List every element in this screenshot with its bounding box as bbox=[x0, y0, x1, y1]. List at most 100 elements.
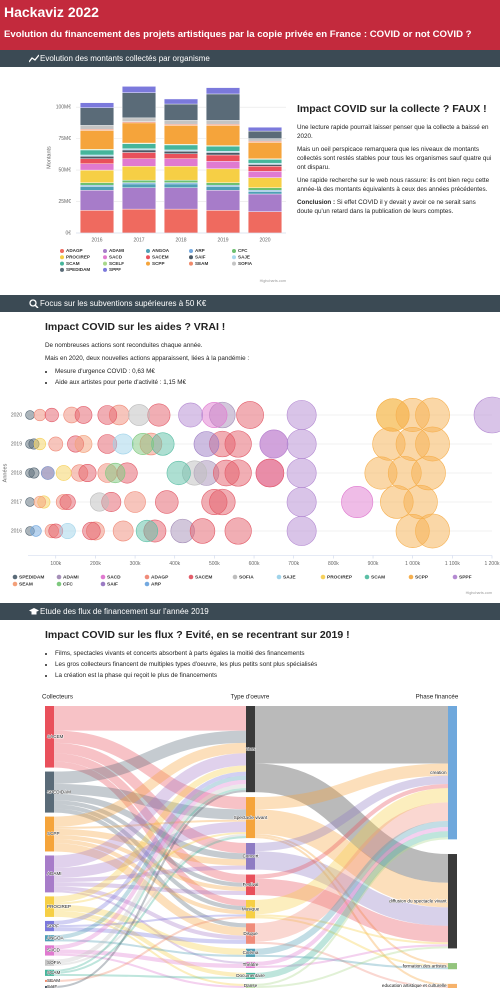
bar-segment bbox=[163, 183, 198, 188]
flow bbox=[254, 954, 449, 970]
flow bbox=[53, 821, 247, 879]
flow bbox=[254, 833, 449, 966]
y-tick-label: 2017 bbox=[11, 499, 22, 505]
cap-icon bbox=[29, 608, 39, 615]
bar-segment bbox=[121, 208, 156, 234]
legend-swatch bbox=[60, 267, 64, 272]
section-bar: Focus sur les subventions supérieures à … bbox=[0, 295, 500, 312]
bar-segment bbox=[121, 86, 156, 93]
bar-segment bbox=[79, 149, 114, 156]
flow bbox=[254, 783, 449, 879]
bar-segment bbox=[247, 171, 282, 178]
bar-segment bbox=[205, 161, 240, 170]
legend-label: PROCIREP bbox=[327, 574, 353, 580]
bubble bbox=[286, 429, 317, 459]
bubble bbox=[48, 436, 64, 452]
text-title: Impact COVID sur la collecte ? FAUX ! bbox=[297, 103, 487, 115]
legend-label: ADAGP bbox=[66, 248, 83, 253]
node bbox=[246, 842, 255, 870]
text-block: Impact COVID sur la collecte ? FAUX ! Un… bbox=[297, 102, 493, 220]
flow bbox=[53, 753, 247, 868]
legend-swatch bbox=[232, 574, 238, 580]
bar-segment bbox=[247, 211, 282, 234]
legend-swatch bbox=[232, 255, 236, 260]
legend-label: PROCIREP bbox=[66, 255, 90, 260]
flow bbox=[254, 763, 449, 810]
bubble bbox=[155, 490, 179, 514]
bar-segment bbox=[205, 125, 240, 146]
flow bbox=[254, 809, 449, 908]
node-label: formation des artistes bbox=[403, 963, 448, 968]
flow bbox=[254, 820, 449, 955]
node bbox=[246, 923, 255, 944]
bubble bbox=[112, 520, 134, 542]
legend-swatch bbox=[12, 574, 18, 580]
bubble bbox=[33, 437, 47, 451]
node-label: Tous bbox=[246, 746, 256, 751]
bar-segment bbox=[79, 186, 114, 191]
x-tick-label: 300k bbox=[130, 561, 141, 567]
bar-segment bbox=[121, 166, 156, 181]
text-title: Impact COVID sur les aides ? VRAI ! bbox=[45, 321, 226, 333]
flow bbox=[53, 765, 247, 903]
column-title: Phase financée bbox=[416, 694, 459, 701]
bubble bbox=[286, 487, 317, 517]
bubble bbox=[55, 465, 72, 481]
node bbox=[246, 899, 255, 919]
legend-label: SAJE bbox=[238, 255, 250, 260]
node-label: SCPP bbox=[47, 831, 60, 836]
x-tick-label: 500k bbox=[209, 561, 220, 567]
section-heading: Focus sur les subventions supérieures à … bbox=[40, 299, 207, 308]
node bbox=[246, 706, 255, 793]
flow bbox=[254, 941, 449, 988]
bubble bbox=[41, 466, 55, 480]
node bbox=[246, 797, 255, 839]
y-axis-label: Années bbox=[2, 463, 8, 482]
legend-swatch bbox=[452, 574, 458, 580]
legend-swatch bbox=[100, 581, 106, 587]
legend-swatch bbox=[276, 574, 282, 580]
bar-segment bbox=[163, 158, 198, 167]
bullet: La création est la phase qui reçoit le p… bbox=[55, 671, 485, 680]
node bbox=[246, 948, 255, 957]
legend-label: SPEDIDAM bbox=[66, 267, 90, 272]
bar-segment bbox=[79, 158, 114, 164]
legend-swatch bbox=[189, 261, 193, 266]
node bbox=[448, 983, 457, 988]
node-label: Musique bbox=[242, 906, 260, 911]
legend-label: SAIF bbox=[107, 581, 118, 587]
flow bbox=[53, 916, 247, 982]
bar-segment bbox=[121, 143, 156, 149]
flow bbox=[254, 916, 449, 968]
bar-segment bbox=[247, 193, 282, 212]
credit: Highcharts.com bbox=[260, 279, 286, 283]
node bbox=[45, 706, 54, 768]
x-tick-label: 400k bbox=[169, 561, 180, 567]
flow bbox=[53, 886, 247, 940]
flow bbox=[53, 927, 247, 944]
node-label: PROCIREP bbox=[47, 904, 71, 909]
bubble bbox=[151, 432, 175, 456]
bubble bbox=[74, 435, 93, 453]
legend-label: ARP bbox=[151, 581, 162, 587]
y-tick-label: 75M€ bbox=[58, 136, 71, 142]
flow bbox=[53, 828, 247, 866]
flow bbox=[53, 742, 247, 827]
text-title: Impact COVID sur les flux ? Evité, en se… bbox=[45, 629, 350, 641]
bubble bbox=[128, 404, 150, 426]
bar-segment bbox=[205, 182, 240, 186]
node-label: Cinéma bbox=[243, 950, 259, 955]
node-label: creation bbox=[430, 770, 447, 775]
flow bbox=[53, 783, 247, 820]
legend-swatch bbox=[103, 255, 107, 260]
bubble bbox=[189, 518, 216, 544]
column-title: Type d'oeuvre bbox=[231, 694, 270, 701]
flow bbox=[254, 788, 449, 915]
flow bbox=[53, 730, 247, 784]
bar-segment bbox=[121, 179, 156, 183]
legend-label: ARP bbox=[195, 248, 205, 253]
conclusion-text: Si effet COVID il y devait y avoir ce ne… bbox=[297, 199, 476, 215]
bar-segment bbox=[205, 87, 240, 95]
bubble bbox=[473, 396, 500, 434]
